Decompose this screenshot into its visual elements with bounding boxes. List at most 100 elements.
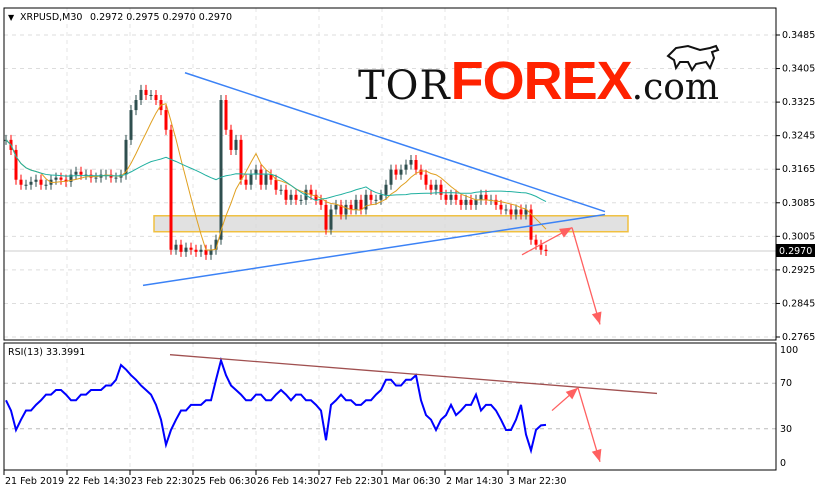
candle-body	[144, 89, 148, 95]
candle-body	[354, 199, 358, 210]
candle-body	[204, 249, 208, 255]
candle-body	[434, 184, 438, 190]
candle-body	[129, 110, 133, 140]
rsi-tick-label: 100	[780, 345, 798, 356]
candle-body	[34, 179, 38, 182]
symbol-dropdown-icon[interactable]: ▼	[8, 13, 15, 22]
candle-body	[389, 169, 393, 185]
candle-body	[214, 239, 218, 250]
time-tick-label: 25 Feb 06:30	[194, 476, 256, 487]
price-tick-label: 0.3245	[782, 131, 815, 142]
candle-body	[469, 199, 473, 205]
candle-body	[264, 174, 268, 185]
candle-body	[524, 209, 528, 215]
ohlc-values: 0.2972 0.2975 0.2970 0.2970	[90, 12, 232, 23]
symbol-label: XRPUSD,M30	[20, 12, 82, 23]
price-tick-label: 0.3005	[782, 231, 815, 242]
candle-body	[169, 129, 173, 250]
candle-body	[514, 209, 518, 215]
candle-body	[539, 244, 543, 250]
candle-body	[329, 209, 333, 230]
current-price-label: 0.2970	[779, 246, 812, 257]
time-tick-label: 27 Feb 22:30	[320, 476, 382, 487]
candle-body	[114, 177, 118, 179]
main-pane-border	[3, 7, 777, 341]
forecast-arrow-down	[571, 227, 601, 325]
candle-body	[229, 129, 233, 150]
candle-body	[259, 169, 263, 185]
candle-body	[244, 179, 248, 185]
candle-body	[74, 171, 78, 175]
forecast-arrow-down-head	[591, 311, 602, 325]
rsi-line	[5, 356, 547, 455]
candle-body	[274, 179, 278, 190]
time-tick-label: 22 Feb 14:30	[68, 476, 130, 487]
candle-body	[139, 89, 143, 101]
candle-body	[404, 164, 408, 170]
candle-body	[444, 194, 448, 200]
time-tick-label: 21 Feb 2019	[5, 476, 64, 487]
candle-body	[409, 159, 413, 165]
forecast-arrow-up-head	[559, 227, 572, 238]
candle-body	[449, 194, 453, 200]
rsi-tick-label: 30	[780, 424, 792, 435]
candle-body	[154, 94, 158, 101]
candle-body	[429, 184, 433, 190]
price-tick-label: 0.3085	[782, 198, 815, 209]
candle-body	[414, 159, 418, 170]
candle-body	[44, 184, 48, 186]
candle-body	[294, 194, 298, 200]
candle-body	[24, 184, 28, 186]
trendlines	[142, 72, 606, 287]
grid	[3, 8, 776, 470]
candle-body	[184, 247, 188, 252]
candle-body	[374, 199, 378, 201]
candle-body	[394, 169, 398, 175]
candle-body	[519, 209, 523, 215]
rsi-arrow-down	[577, 387, 601, 463]
candle-body	[474, 199, 478, 205]
candle-body	[454, 194, 458, 200]
candle-body	[239, 139, 243, 180]
price-axis: 0.3485 0.3405 0.3325 0.3245 0.3165 0.3085 0.30…	[776, 30, 815, 343]
candle-body	[289, 194, 293, 200]
time-tick-label: 26 Feb 14:30	[257, 476, 319, 487]
logo-tor: TOR	[358, 63, 451, 109]
candle-body	[459, 199, 463, 205]
candle-body	[359, 199, 363, 210]
candle-body	[324, 204, 328, 230]
rsi-tick-label: 0	[780, 458, 786, 469]
candle-body	[234, 139, 238, 150]
candle-body	[314, 194, 318, 200]
candle-body	[424, 174, 428, 185]
candle-body	[479, 194, 483, 200]
candle-body	[349, 204, 353, 210]
rsi-arrow-up-head	[565, 387, 578, 400]
candle-body	[254, 169, 258, 175]
rsi-annotations	[169, 354, 658, 463]
candle-body	[279, 189, 283, 191]
time-axis: 21 Feb 2019 22 Feb 14:30 23 Feb 22:30 25 Fe…	[3, 470, 566, 487]
price-tick-label: 0.2765	[782, 332, 815, 343]
current-price-box	[776, 244, 815, 257]
candle-body	[174, 244, 178, 250]
support-zone	[153, 215, 629, 233]
candle-body	[249, 174, 253, 185]
candle-body	[69, 174, 73, 182]
candle-body	[94, 177, 98, 179]
trendline	[142, 213, 606, 287]
ma-fast-line	[5, 103, 547, 251]
candle-body	[59, 177, 63, 180]
candle-body	[199, 249, 203, 252]
price-tick-label: 0.3325	[782, 97, 815, 108]
candle-body	[149, 94, 153, 96]
candle-body	[179, 244, 183, 252]
price-tick-label: 0.3165	[782, 164, 815, 175]
bull-icon	[666, 44, 720, 72]
logo-forex: FOREX	[450, 51, 633, 111]
candle-body	[339, 204, 343, 215]
candle-body	[484, 194, 488, 200]
rsi-pane-border	[3, 342, 777, 471]
candle-body	[499, 204, 503, 210]
